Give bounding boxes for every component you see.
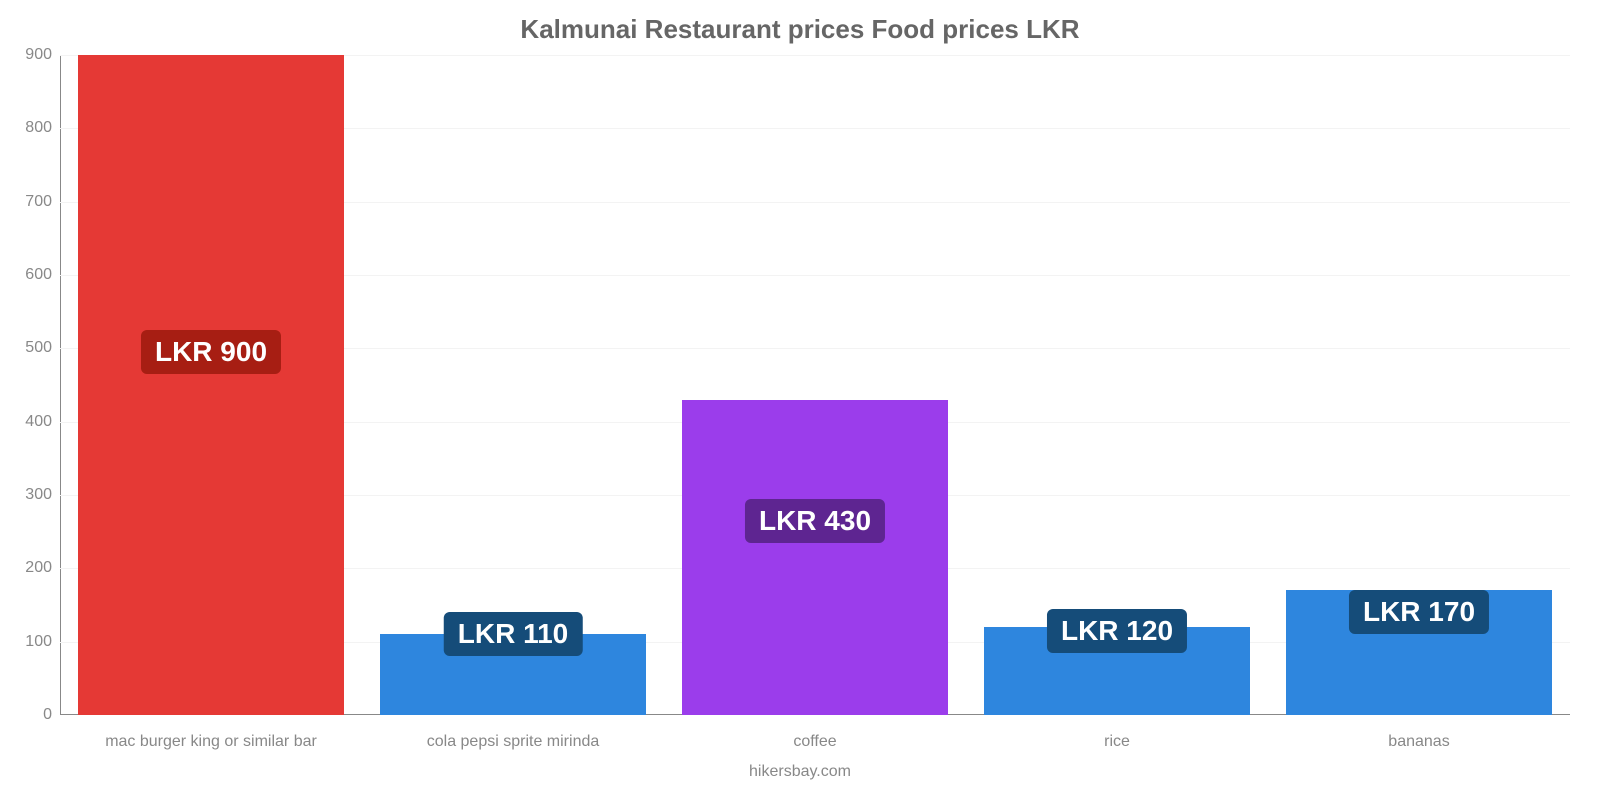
chart-title: Kalmunai Restaurant prices Food prices L… — [0, 14, 1600, 45]
source-label: hikersbay.com — [0, 763, 1600, 781]
y-tick-label: 500 — [25, 339, 60, 357]
y-tick-label: 300 — [25, 486, 60, 504]
x-tick-label: bananas — [1388, 733, 1449, 751]
y-tick-label: 600 — [25, 266, 60, 284]
y-tick-label: 200 — [25, 559, 60, 577]
x-tick-label: mac burger king or similar bar — [105, 733, 317, 751]
bar — [78, 55, 344, 715]
y-tick-label: 100 — [25, 633, 60, 651]
x-tick-label: cola pepsi sprite mirinda — [427, 733, 600, 751]
y-tick-label: 800 — [25, 119, 60, 137]
y-tick-label: 0 — [43, 706, 60, 724]
y-axis-line — [60, 55, 61, 715]
bar-value-label: LKR 170 — [1349, 590, 1489, 634]
bar — [682, 400, 948, 715]
x-tick-label: coffee — [793, 733, 836, 751]
y-tick-label: 900 — [25, 46, 60, 64]
bar-value-label: LKR 110 — [444, 612, 583, 656]
y-tick-label: 700 — [25, 193, 60, 211]
chart-plot-area: 0100200300400500600700800900LKR 900mac b… — [60, 55, 1570, 715]
bar-value-label: LKR 120 — [1047, 609, 1187, 653]
bar-value-label: LKR 900 — [141, 330, 281, 374]
y-tick-label: 400 — [25, 413, 60, 431]
bar-value-label: LKR 430 — [745, 499, 885, 543]
x-tick-label: rice — [1104, 733, 1130, 751]
